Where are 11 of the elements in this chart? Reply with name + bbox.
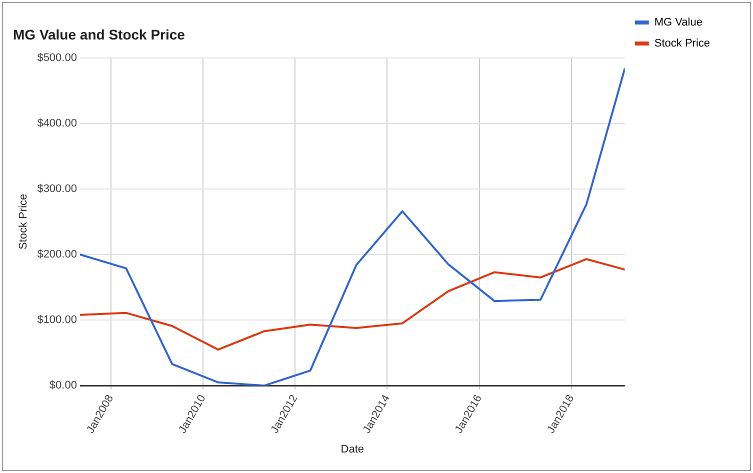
legend-label: Stock Price — [654, 38, 710, 50]
y-tick-label: $500.00 — [37, 52, 77, 64]
chart-title: MG Value and Stock Price — [13, 26, 186, 42]
y-tick-label: $200.00 — [37, 248, 77, 261]
y-tick-label: $100.00 — [37, 314, 77, 326]
y-tick-label: $0.00 — [49, 380, 77, 392]
y-tick-label: $400.00 — [37, 117, 77, 130]
y-axis-title: Stock Price — [18, 194, 30, 250]
y-tick-label: $300.00 — [37, 182, 77, 195]
legend-label: MG Value — [654, 16, 702, 29]
x-axis-title: Date — [340, 443, 364, 456]
